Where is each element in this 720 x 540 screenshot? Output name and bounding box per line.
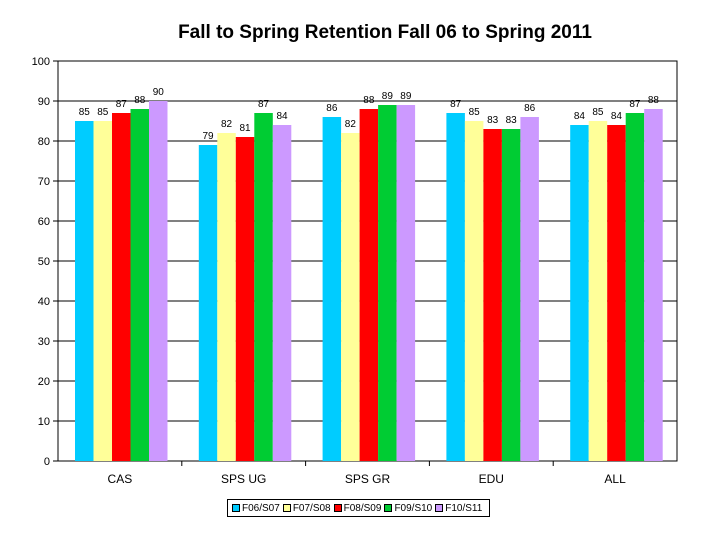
data-label: 88 — [363, 95, 375, 106]
data-label: 79 — [202, 131, 214, 142]
bar — [520, 117, 539, 461]
legend-item: F08/S09 — [333, 502, 382, 514]
data-label: 88 — [648, 95, 660, 106]
legend-label: F10/S11 — [445, 502, 483, 514]
data-label: 82 — [221, 119, 233, 130]
bar — [75, 121, 94, 461]
bar — [112, 113, 131, 461]
y-tick-label: 80 — [38, 136, 50, 148]
category-label: EDU — [479, 472, 504, 486]
bar — [93, 121, 112, 461]
category-label: CAS — [108, 472, 133, 486]
bar — [217, 133, 236, 461]
bar — [272, 125, 292, 461]
y-tick-label: 20 — [38, 376, 50, 388]
data-label: 88 — [134, 95, 146, 106]
data-label: 89 — [400, 91, 412, 102]
data-label: 85 — [592, 107, 604, 118]
data-label: 87 — [258, 99, 270, 110]
legend-label: F08/S09 — [343, 502, 382, 514]
y-tick-label: 0 — [44, 456, 50, 468]
data-label: 85 — [469, 107, 481, 118]
chart-legend: F06/S07 F07/S08 F08/S09 F09/S10 F10/S11 — [227, 499, 491, 517]
legend-item: F09/S10 — [384, 503, 432, 514]
y-tick-label: 70 — [38, 176, 50, 188]
y-tick-label: 10 — [38, 416, 50, 428]
data-label: 90 — [153, 87, 165, 98]
bar — [341, 133, 360, 461]
y-tick-label: 30 — [38, 336, 50, 348]
bar — [198, 145, 218, 461]
bar — [359, 109, 379, 461]
bar — [149, 101, 168, 461]
data-label: 86 — [524, 103, 536, 114]
bar — [254, 113, 273, 461]
data-label: 84 — [574, 111, 586, 122]
legend-label: F06/S07 — [242, 502, 280, 514]
legend-swatch — [333, 504, 342, 512]
y-tick-label: 100 — [32, 56, 50, 68]
data-label: 85 — [79, 107, 91, 118]
data-label: 89 — [382, 91, 394, 102]
y-tick-label: 50 — [38, 256, 50, 268]
legend-swatch — [435, 504, 444, 512]
bar — [570, 125, 589, 461]
bar — [322, 117, 342, 461]
y-tick-label: 40 — [38, 296, 50, 308]
data-label: 82 — [345, 119, 357, 130]
y-tick-label: 90 — [38, 96, 50, 108]
bar — [644, 109, 663, 461]
bar — [378, 105, 397, 461]
bar — [483, 129, 502, 461]
data-label: 85 — [97, 107, 109, 118]
bar — [625, 113, 645, 461]
bar — [607, 125, 626, 461]
legend-swatch — [384, 504, 393, 512]
data-label: 87 — [450, 99, 462, 110]
bar — [396, 105, 416, 461]
bar — [588, 121, 608, 461]
legend-swatch — [282, 504, 291, 512]
y-tick-label: 60 — [38, 216, 50, 228]
bar — [464, 121, 484, 461]
legend-item: F10/S11 — [435, 503, 482, 514]
legend-label: F07/S08 — [292, 502, 331, 514]
category-label: SPS GR — [345, 472, 391, 486]
bar — [130, 109, 149, 461]
legend-item: F06/S07 — [232, 503, 280, 514]
data-label: 81 — [239, 123, 251, 134]
bar — [235, 137, 255, 461]
data-label: 83 — [487, 115, 499, 126]
category-label: ALL — [604, 472, 626, 486]
bar — [501, 129, 521, 461]
data-label: 83 — [506, 115, 518, 126]
data-label: 87 — [116, 99, 128, 110]
legend-label: F09/S10 — [394, 502, 433, 514]
legend-swatch — [232, 504, 240, 512]
legend-item: F07/S08 — [282, 502, 331, 514]
chart-title: Fall to Spring Retention Fall 06 to Spri… — [178, 22, 592, 43]
bar — [446, 113, 465, 461]
data-label: 84 — [611, 111, 623, 122]
data-label: 84 — [276, 111, 288, 122]
category-label: SPS UG — [221, 472, 266, 486]
data-label: 86 — [326, 103, 338, 114]
data-label: 87 — [629, 99, 641, 110]
